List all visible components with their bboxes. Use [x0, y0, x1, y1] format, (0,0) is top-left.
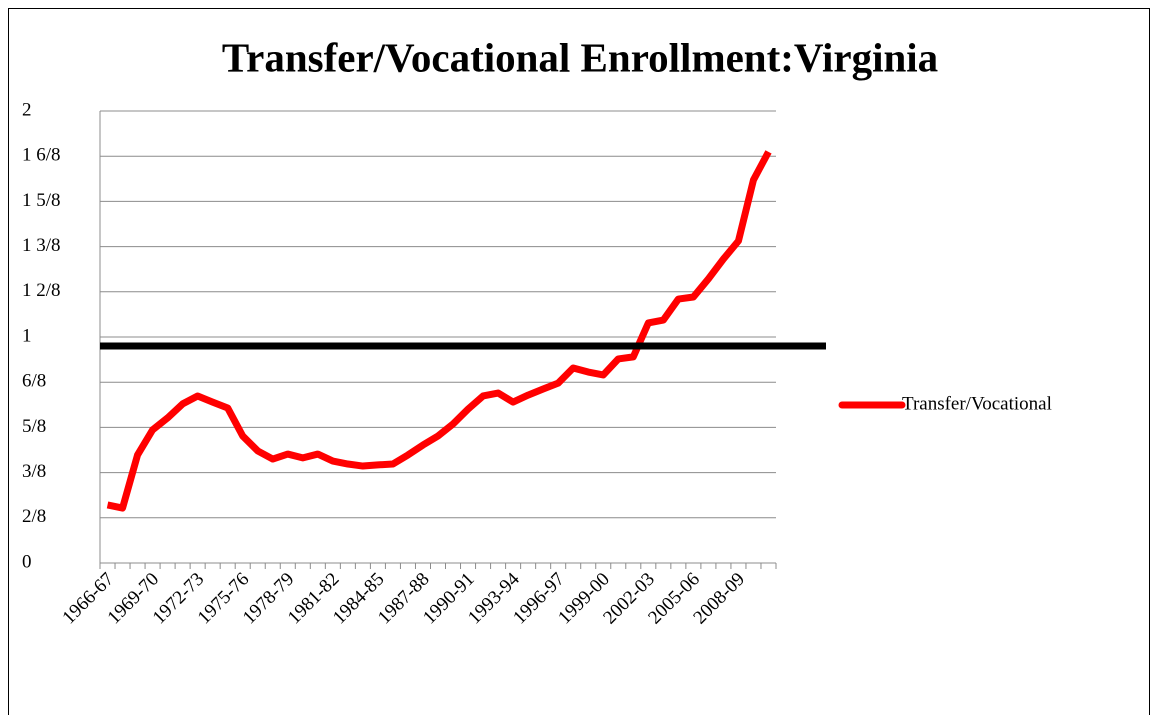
x-tick-label: 2008-09 — [689, 569, 749, 629]
chart-title: Transfer/Vocational Enrollment:Virginia — [222, 34, 938, 80]
y-tick-label: 6/8 — [22, 371, 46, 392]
data-line — [106, 150, 772, 512]
y-tick-label: 1 2/8 — [22, 280, 61, 301]
y-tick-label: 0 — [22, 551, 32, 572]
y-tick-label: 2 — [22, 99, 32, 120]
y-tick-label: 1 5/8 — [22, 190, 61, 211]
y-tick-label: 1 6/8 — [22, 145, 61, 166]
y-tick-label: 1 3/8 — [22, 235, 61, 256]
y-tick-label: 3/8 — [22, 461, 46, 482]
y-tick-label: 2/8 — [22, 506, 46, 527]
y-tick-label: 5/8 — [22, 416, 46, 437]
chart-frame — [8, 8, 1150, 715]
y-tick-label: 1 — [22, 325, 32, 346]
legend-label: Transfer/Vocational — [902, 393, 1052, 414]
